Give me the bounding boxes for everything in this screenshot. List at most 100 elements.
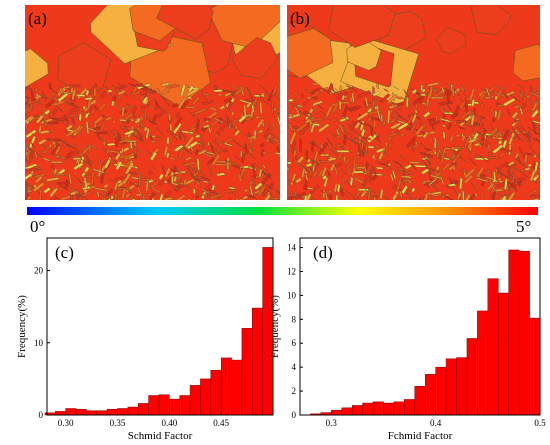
lath [442, 130, 446, 140]
lath [316, 103, 324, 110]
lath [388, 141, 393, 150]
bar [158, 394, 170, 416]
lath [45, 177, 60, 182]
lath [99, 120, 106, 134]
lath [94, 131, 108, 135]
lath [488, 189, 496, 194]
lath [422, 131, 429, 139]
bar [241, 328, 253, 416]
colorbar-max: 5° [516, 217, 531, 236]
lath [30, 87, 34, 103]
bar [435, 366, 447, 416]
lath [67, 172, 73, 186]
lath [494, 109, 498, 119]
lath [112, 102, 124, 112]
lath [349, 176, 354, 187]
lath [114, 152, 121, 161]
lath [196, 131, 202, 136]
lath [428, 85, 434, 99]
lath [463, 136, 470, 150]
lath [74, 131, 82, 135]
lath [499, 196, 503, 200]
lath [295, 103, 301, 114]
lath [107, 193, 112, 200]
lath [312, 95, 319, 100]
lath [32, 165, 43, 171]
lath [422, 111, 431, 118]
lath [462, 189, 465, 200]
lath [155, 127, 164, 135]
lath [420, 168, 430, 175]
lath [324, 105, 333, 119]
lath [226, 160, 230, 172]
lath [106, 89, 113, 93]
lath [271, 83, 278, 97]
lath [447, 164, 456, 172]
lath [367, 132, 379, 144]
bar [231, 359, 243, 416]
panel-label: (d) [313, 243, 333, 262]
lath [531, 109, 539, 119]
lath [62, 109, 74, 121]
lath [145, 148, 153, 156]
bar [189, 385, 201, 416]
lath [300, 93, 304, 100]
lath [214, 139, 229, 147]
lath [73, 199, 75, 200]
lath [150, 140, 157, 144]
lath [397, 115, 408, 121]
lath [426, 82, 440, 87]
lath [475, 177, 490, 183]
lath [187, 110, 198, 119]
lath [447, 100, 454, 104]
lath [216, 93, 224, 97]
lath [85, 89, 90, 97]
lath [380, 93, 391, 103]
lath [219, 120, 229, 132]
lath [304, 89, 314, 94]
lath [227, 186, 237, 190]
lath [534, 131, 540, 136]
lath [523, 167, 532, 171]
lath [304, 169, 309, 182]
lath [523, 137, 532, 147]
lath [64, 128, 78, 138]
lath [331, 101, 339, 114]
lath [501, 195, 507, 200]
lath [492, 90, 507, 98]
lath [186, 172, 199, 182]
bar [117, 408, 129, 416]
lath [305, 173, 312, 178]
lath [28, 135, 37, 149]
lath [186, 164, 197, 172]
lath [446, 122, 452, 131]
lath [137, 121, 140, 129]
lath [207, 157, 216, 165]
lath [309, 184, 320, 194]
lath [393, 85, 400, 91]
lath [340, 168, 349, 177]
lath [26, 148, 31, 162]
lath [511, 111, 519, 119]
lath [207, 126, 212, 134]
lath [354, 136, 368, 145]
lath [194, 177, 201, 181]
lath [122, 172, 132, 185]
bar [456, 357, 468, 416]
lath [501, 90, 510, 100]
lath [151, 165, 157, 170]
lath [245, 194, 257, 199]
bar [65, 408, 77, 416]
lath [201, 100, 215, 106]
lath [493, 170, 497, 183]
lath [209, 106, 218, 112]
lath [451, 87, 455, 98]
lath [222, 189, 237, 194]
lath [113, 181, 119, 192]
lath [528, 198, 540, 200]
lath [33, 150, 39, 159]
lath [201, 180, 210, 184]
lath [123, 152, 136, 161]
lath [305, 149, 309, 161]
lath [93, 86, 97, 98]
